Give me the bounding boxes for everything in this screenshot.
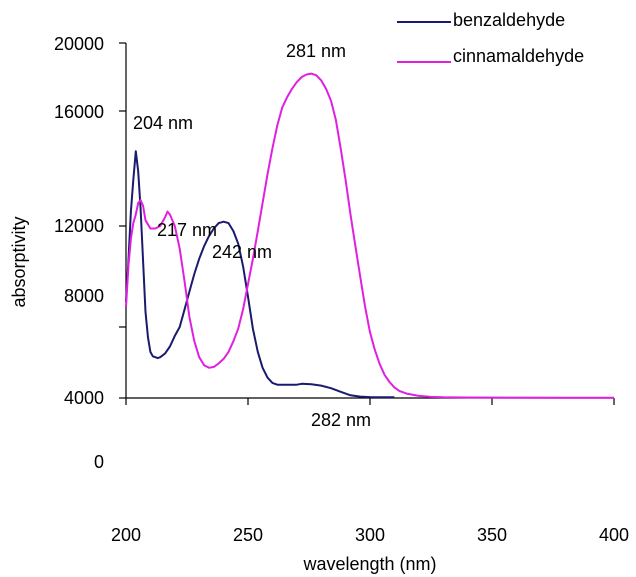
annotation-204nm: 204 nm (133, 113, 193, 133)
x-tick-marks (125, 398, 615, 405)
peak-annotations: 204 nm 217 nm 242 nm 281 nm 282 nm (133, 41, 371, 430)
annotation-282nm: 282 nm (311, 410, 371, 430)
legend-label-cinnamaldehyde: cinnamaldehyde (453, 46, 584, 66)
y-tick-label: 20000 (54, 34, 104, 54)
x-tick-label: 350 (477, 525, 507, 545)
x-tick-label: 250 (233, 525, 263, 545)
legend-label-benzaldehyde: benzaldehyde (453, 10, 565, 30)
x-axis-title: wavelength (nm) (302, 554, 436, 574)
y-tick-label: 4000 (64, 388, 104, 408)
series-line-benzaldehyde (125, 150, 395, 399)
x-tick-label: 300 (355, 525, 385, 545)
y-tick-label: 8000 (64, 286, 104, 306)
plot-area (119, 42, 615, 405)
series-line-cinnamaldehyde (125, 72, 614, 399)
x-tick-labels: 200 250 300 350 400 (111, 525, 629, 545)
series-layer (125, 72, 614, 399)
y-axis-title: absorptivity (9, 216, 29, 307)
y-tick-label: 12000 (54, 216, 104, 236)
annotation-217nm: 217 nm (157, 220, 217, 240)
y-tick-marks (119, 42, 126, 399)
x-tick-label: 200 (111, 525, 141, 545)
y-tick-labels: 20000 16000 12000 8000 4000 0 (54, 34, 104, 472)
annotation-242nm: 242 nm (212, 242, 272, 262)
y-tick-label: 16000 (54, 102, 104, 122)
x-tick-label: 400 (599, 525, 629, 545)
annotation-281nm: 281 nm (286, 41, 346, 61)
y-tick-label-zero: 0 (94, 452, 104, 472)
legend: benzaldehyde cinnamaldehyde (397, 10, 584, 66)
